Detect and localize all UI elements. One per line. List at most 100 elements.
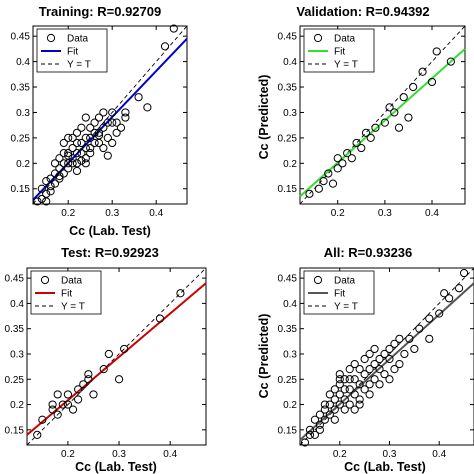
data-point xyxy=(355,365,364,374)
legend-marker-data xyxy=(313,33,323,43)
y-tick-label: 0.4 xyxy=(16,57,30,68)
data-point xyxy=(305,430,315,439)
data-point xyxy=(143,103,152,112)
y-tick-label: 0.3 xyxy=(283,108,297,119)
data-point xyxy=(350,405,359,414)
axis-ticks: 0.2 0.3 0.4 0.15 0.2 0.25 0.3 0.35 0.4 0.45 xyxy=(5,268,206,460)
data-point xyxy=(355,380,364,389)
y-tick-label: 0.35 xyxy=(5,324,25,335)
data-point xyxy=(90,138,99,148)
data-point xyxy=(112,118,121,127)
data-point xyxy=(320,400,329,409)
identity-line xyxy=(299,267,474,446)
y-tick-label: 0.15 xyxy=(11,184,31,195)
data-point xyxy=(55,171,64,181)
data-point xyxy=(74,395,83,404)
data-point xyxy=(86,133,95,142)
data-point xyxy=(81,133,90,142)
data-point xyxy=(454,284,464,293)
data-point xyxy=(355,395,364,404)
data-point xyxy=(50,169,60,178)
data-point xyxy=(112,128,121,137)
identity-line xyxy=(299,25,466,205)
data-point xyxy=(380,118,389,127)
data-point xyxy=(114,375,124,384)
y-tick-label: 0.4 xyxy=(10,299,24,310)
data-point xyxy=(390,339,399,348)
data-point xyxy=(46,174,55,183)
fit-line xyxy=(26,282,207,436)
legend-label: Fit xyxy=(67,47,78,58)
data-point xyxy=(345,375,354,384)
x-axis-label: Cc (Lab. Test) xyxy=(69,224,151,238)
panel-all: All: R=0.93236 0.2 0.3 0.40.150.20.250.30.… xyxy=(257,245,474,474)
y-tick-label: 0.25 xyxy=(278,375,298,386)
y-tick-label: 0.15 xyxy=(5,425,25,436)
data-point xyxy=(350,390,359,399)
data-point xyxy=(46,187,55,196)
legend-label: Data xyxy=(334,276,356,287)
data-point xyxy=(320,405,329,414)
legend-label: Y = T xyxy=(61,302,85,313)
y-tick-label: 0.4 xyxy=(283,57,297,68)
data-point xyxy=(427,77,437,87)
data-point xyxy=(86,149,95,158)
data-point xyxy=(385,375,394,384)
y-axis-label: Cc (Predicted) xyxy=(257,314,271,399)
axis-ticks: 0.2 0.3 0.4 0.15 0.2 0.25 0.3 0.35 0.4 0.45 xyxy=(278,26,465,219)
data-point xyxy=(300,438,310,447)
data-point xyxy=(74,385,83,394)
data-point xyxy=(409,82,418,92)
data-point xyxy=(340,395,349,404)
y-tick-label: 0.2 xyxy=(283,400,297,411)
y-tick-label: 0.45 xyxy=(11,32,31,43)
legend-label: Fit xyxy=(334,289,345,300)
data-point xyxy=(360,354,369,364)
data-point xyxy=(305,189,314,198)
y-tick-label: 0.15 xyxy=(278,425,298,436)
data-point xyxy=(380,370,389,379)
data-point xyxy=(350,375,359,384)
data-point xyxy=(385,103,394,112)
data-point xyxy=(59,149,68,158)
data-point xyxy=(108,108,117,117)
data-point xyxy=(370,344,379,354)
data-point xyxy=(394,123,404,132)
data-point xyxy=(314,184,323,193)
data-point xyxy=(330,385,339,394)
data-point xyxy=(79,380,88,389)
y-tick-label: 0.45 xyxy=(278,274,298,285)
data-point xyxy=(305,425,315,434)
x-axis-label: Cc (Lab. Test) xyxy=(75,460,157,474)
data-point xyxy=(345,365,354,374)
data-point xyxy=(94,128,104,137)
data-point xyxy=(345,400,354,409)
data-point xyxy=(72,166,82,176)
y-tick-label: 0.25 xyxy=(278,133,298,144)
data-point xyxy=(352,138,361,148)
x-axis-label: Cc (Lab. Test) xyxy=(344,460,426,474)
data-point xyxy=(68,154,77,163)
data-point xyxy=(335,375,344,384)
data-point xyxy=(330,395,339,404)
data-point xyxy=(360,370,369,379)
data-point xyxy=(370,375,379,384)
legend-label: Data xyxy=(61,276,83,287)
data-point xyxy=(77,138,86,148)
data-point xyxy=(160,42,170,51)
y-tick-label: 0.45 xyxy=(278,32,298,43)
data-point xyxy=(68,405,78,414)
data-point xyxy=(366,133,375,142)
data-point xyxy=(325,410,334,419)
data-point xyxy=(33,430,42,439)
data-point xyxy=(33,197,42,206)
data-point xyxy=(77,123,86,132)
data-point xyxy=(53,410,62,419)
legend-label: Y = T xyxy=(334,60,358,71)
data-point xyxy=(415,324,424,333)
y-tick-label: 0.35 xyxy=(11,83,31,94)
data-point xyxy=(360,385,369,394)
data-point xyxy=(59,159,68,168)
y-tick-label: 0.15 xyxy=(278,184,298,195)
data-point xyxy=(390,108,399,117)
